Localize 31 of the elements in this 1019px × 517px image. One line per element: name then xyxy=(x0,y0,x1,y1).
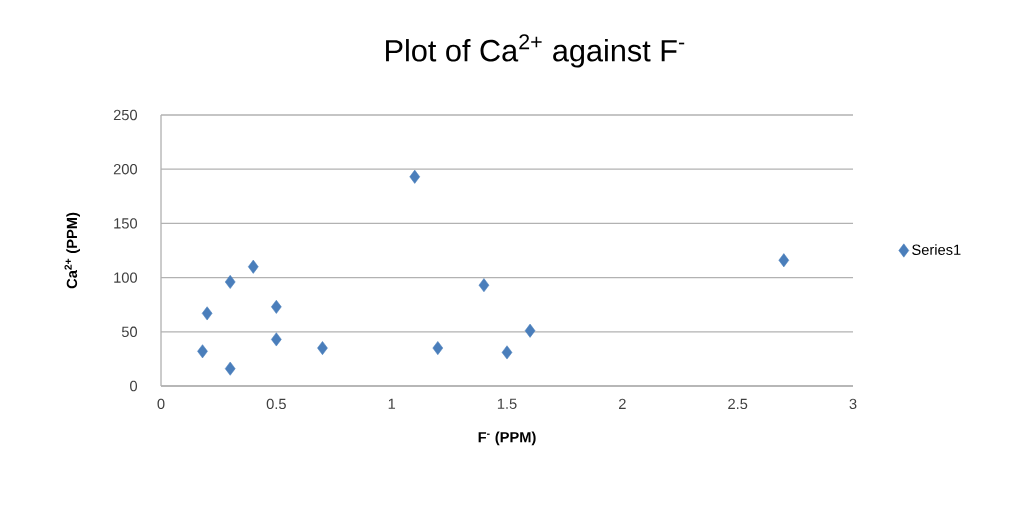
y-tick-label: 200 xyxy=(113,164,138,175)
point xyxy=(201,306,213,321)
x-tick-label: 1 xyxy=(388,398,396,409)
y-tick-label: 150 xyxy=(114,218,138,229)
x-tick-label: 1.5 xyxy=(497,398,517,409)
point xyxy=(197,344,208,359)
point xyxy=(409,169,421,184)
x-axis-title: F$^{-}$ (PPM) xyxy=(478,431,536,446)
point xyxy=(224,361,236,376)
y-tick-label: 0 xyxy=(130,380,138,392)
y-tick-label: 100 xyxy=(114,272,138,283)
x-tick-label: 2.5 xyxy=(728,398,748,410)
point xyxy=(478,278,490,293)
point xyxy=(248,259,259,274)
y-tick-label: 50 xyxy=(121,326,138,337)
x-tick-label: 2 xyxy=(619,398,626,409)
point xyxy=(778,253,790,268)
point xyxy=(271,332,282,347)
point xyxy=(524,323,536,338)
point xyxy=(501,345,513,360)
point xyxy=(317,341,328,355)
x-tick-label: 0 xyxy=(157,398,165,410)
point xyxy=(224,275,236,289)
x-tick-label: 3 xyxy=(849,398,857,410)
chart-title: Plot of Ca$^{2+}$ against F$^{-}$ xyxy=(386,34,685,68)
point xyxy=(271,299,282,314)
y-axis-title: Ca$^{2+}$ (PPM) xyxy=(64,212,80,289)
legend-label: Series1 xyxy=(912,244,961,255)
point xyxy=(432,341,444,355)
y-tick-label: 250 xyxy=(113,109,138,121)
x-tick-label: 0.5 xyxy=(266,398,286,410)
